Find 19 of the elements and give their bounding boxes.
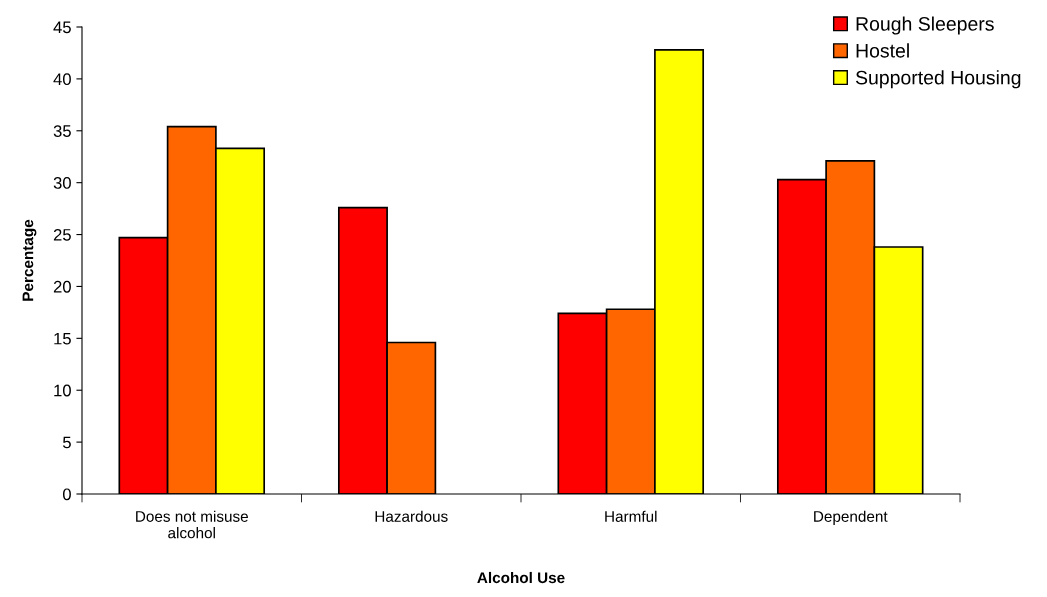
x-axis-title: Alcohol Use [477, 571, 565, 584]
y-tick-label: 0 [62, 488, 71, 501]
y-tick-label: 30 [53, 177, 71, 189]
y-tick-label: 20 [53, 280, 71, 293]
x-tick-label: Harmful [605, 510, 657, 522]
legend-label: Rough Sleepers [856, 16, 994, 35]
y-tick-label: 15 [54, 332, 71, 345]
y-tick-label: 35 [53, 125, 71, 137]
x-tick-label: Does not misuse alcohol [136, 510, 248, 539]
x-tick-label: Dependent [814, 510, 888, 525]
y-axis-title: Percentage [22, 219, 37, 301]
x-tick-label: Hazardous [375, 510, 448, 522]
y-tick-label: 25 [53, 228, 71, 241]
y-tick-label: 5 [62, 436, 71, 449]
legend-label: Supported Housing [855, 70, 1021, 89]
y-tick-label: 40 [53, 73, 71, 86]
y-tick-label: 10 [54, 384, 71, 397]
y-tick-label: 45 [53, 21, 71, 34]
legend-label: Hostel [856, 43, 909, 58]
